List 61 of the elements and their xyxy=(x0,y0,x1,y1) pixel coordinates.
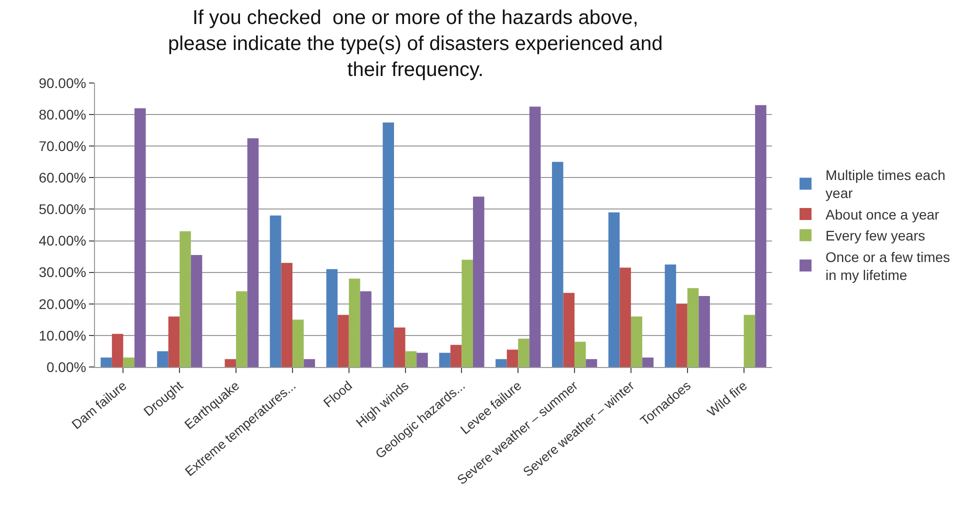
bar xyxy=(439,352,450,367)
y-tick-label: 20.00% xyxy=(38,296,86,312)
y-tick-label: 40.00% xyxy=(38,232,86,249)
y-tick-label: 60.00% xyxy=(38,170,86,186)
bar xyxy=(292,320,304,367)
bar xyxy=(620,268,631,367)
legend-label: About once a year xyxy=(826,206,940,222)
x-tick-label: Wild fire xyxy=(704,378,750,420)
bar xyxy=(157,351,168,367)
bar xyxy=(676,304,688,367)
bar xyxy=(100,358,112,367)
bar xyxy=(586,359,598,367)
bar xyxy=(529,106,541,367)
bar xyxy=(304,359,316,367)
bar xyxy=(405,351,417,367)
bar xyxy=(348,278,360,367)
bar xyxy=(224,359,236,367)
bar xyxy=(630,316,642,367)
bar xyxy=(755,105,766,367)
bar xyxy=(416,352,428,367)
bar xyxy=(563,292,575,367)
y-tick-label: 50.00% xyxy=(38,201,86,218)
bar xyxy=(338,314,349,367)
bar xyxy=(134,108,146,367)
chart-title: If you checked one or more of the hazards above, please indicate the type(s) of disasters experienced and their frequency. xyxy=(168,7,663,81)
bar xyxy=(506,350,518,367)
bar xyxy=(687,288,699,367)
bar xyxy=(360,291,372,367)
legend-label: Once or a few times in my lifetime xyxy=(826,248,950,284)
bar xyxy=(247,138,259,367)
bar xyxy=(518,338,530,367)
bar xyxy=(698,296,710,367)
y-tick-label: 90.00% xyxy=(38,74,86,91)
bar xyxy=(326,269,338,367)
bar xyxy=(281,262,292,367)
bar xyxy=(123,358,134,367)
y-tick-label: 70.00% xyxy=(38,138,86,154)
bar xyxy=(642,358,654,367)
y-tick-label: 0.00% xyxy=(46,358,86,375)
bar xyxy=(270,216,282,367)
bar xyxy=(394,328,406,367)
legend-label: Multiple times each year xyxy=(826,167,946,202)
bar xyxy=(236,291,248,367)
bar xyxy=(472,196,484,367)
bar xyxy=(190,254,202,367)
legend-label: Every few years xyxy=(826,228,926,244)
bar xyxy=(450,344,462,367)
bar xyxy=(180,231,191,367)
bar xyxy=(552,162,564,367)
bar xyxy=(382,122,394,367)
bar xyxy=(168,316,180,367)
y-tick-label: 30.00% xyxy=(38,264,86,280)
bar xyxy=(112,334,124,367)
bar xyxy=(608,212,620,367)
y-tick-label: 80.00% xyxy=(38,106,86,122)
y-tick-label: 10.00% xyxy=(38,327,86,344)
bar xyxy=(664,264,676,367)
bar xyxy=(574,342,586,367)
bar xyxy=(496,359,507,367)
bar xyxy=(462,260,473,367)
bar xyxy=(744,314,756,367)
